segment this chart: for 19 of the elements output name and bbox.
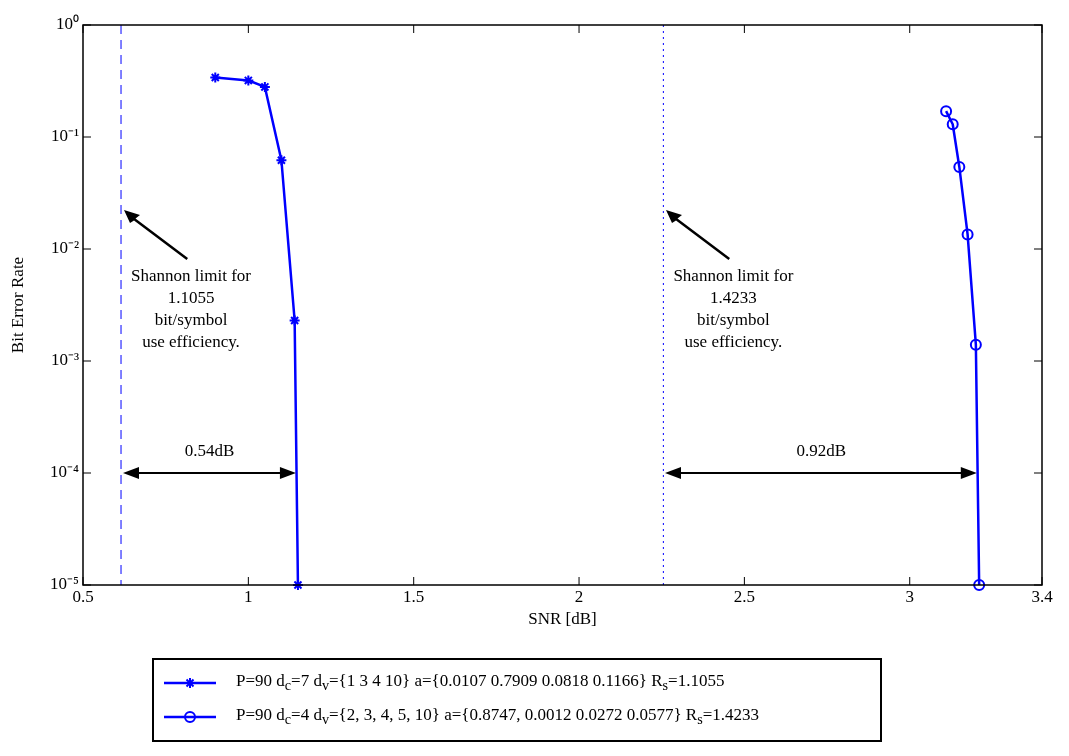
- x-tick-label: 3.4: [1031, 586, 1054, 606]
- annotation: Shannon limit for 1.4233 bit/symbol use efficiency.: [672, 264, 795, 353]
- y-tick-label: 10⁰: [56, 14, 79, 34]
- y-tick-label: 10⁻¹: [50, 126, 79, 146]
- x-tick-label: 1.5: [403, 586, 425, 606]
- annotation: Shannon limit for 1.1055 bit/symbol use efficiency.: [130, 264, 252, 353]
- legend-label: P=90 d$_{c}$=7 d$_{v}$={1 3 4 10} a={0.0107 0.7909 0.0818 0.1166} R$_{s}$=1.1055: [236, 671, 725, 695]
- annotation: 0.54dB: [183, 441, 236, 461]
- y-axis-title: Bit Error Rate: [7, 256, 27, 354]
- y-tick-label: 10⁻⁴: [50, 462, 80, 482]
- x-tick-label: 2.5: [733, 586, 755, 606]
- y-tick-label: 10⁻²: [50, 238, 79, 258]
- legend-label: P=90 d$_{c}$=4 d$_{v}$={2, 3, 4, 5, 10} a={0.8747, 0.0012 0.0272 0.0577} R$_{s}$=1.4233: [236, 705, 760, 729]
- y-tick-label: 10⁻³: [50, 350, 79, 370]
- x-tick-label: 3: [905, 586, 914, 606]
- x-tick-label: 1: [244, 586, 253, 606]
- x-axis-title: SNR [dB]: [528, 609, 597, 629]
- annotation: 0.92dB: [795, 441, 848, 461]
- x-tick-label: 2: [574, 586, 584, 606]
